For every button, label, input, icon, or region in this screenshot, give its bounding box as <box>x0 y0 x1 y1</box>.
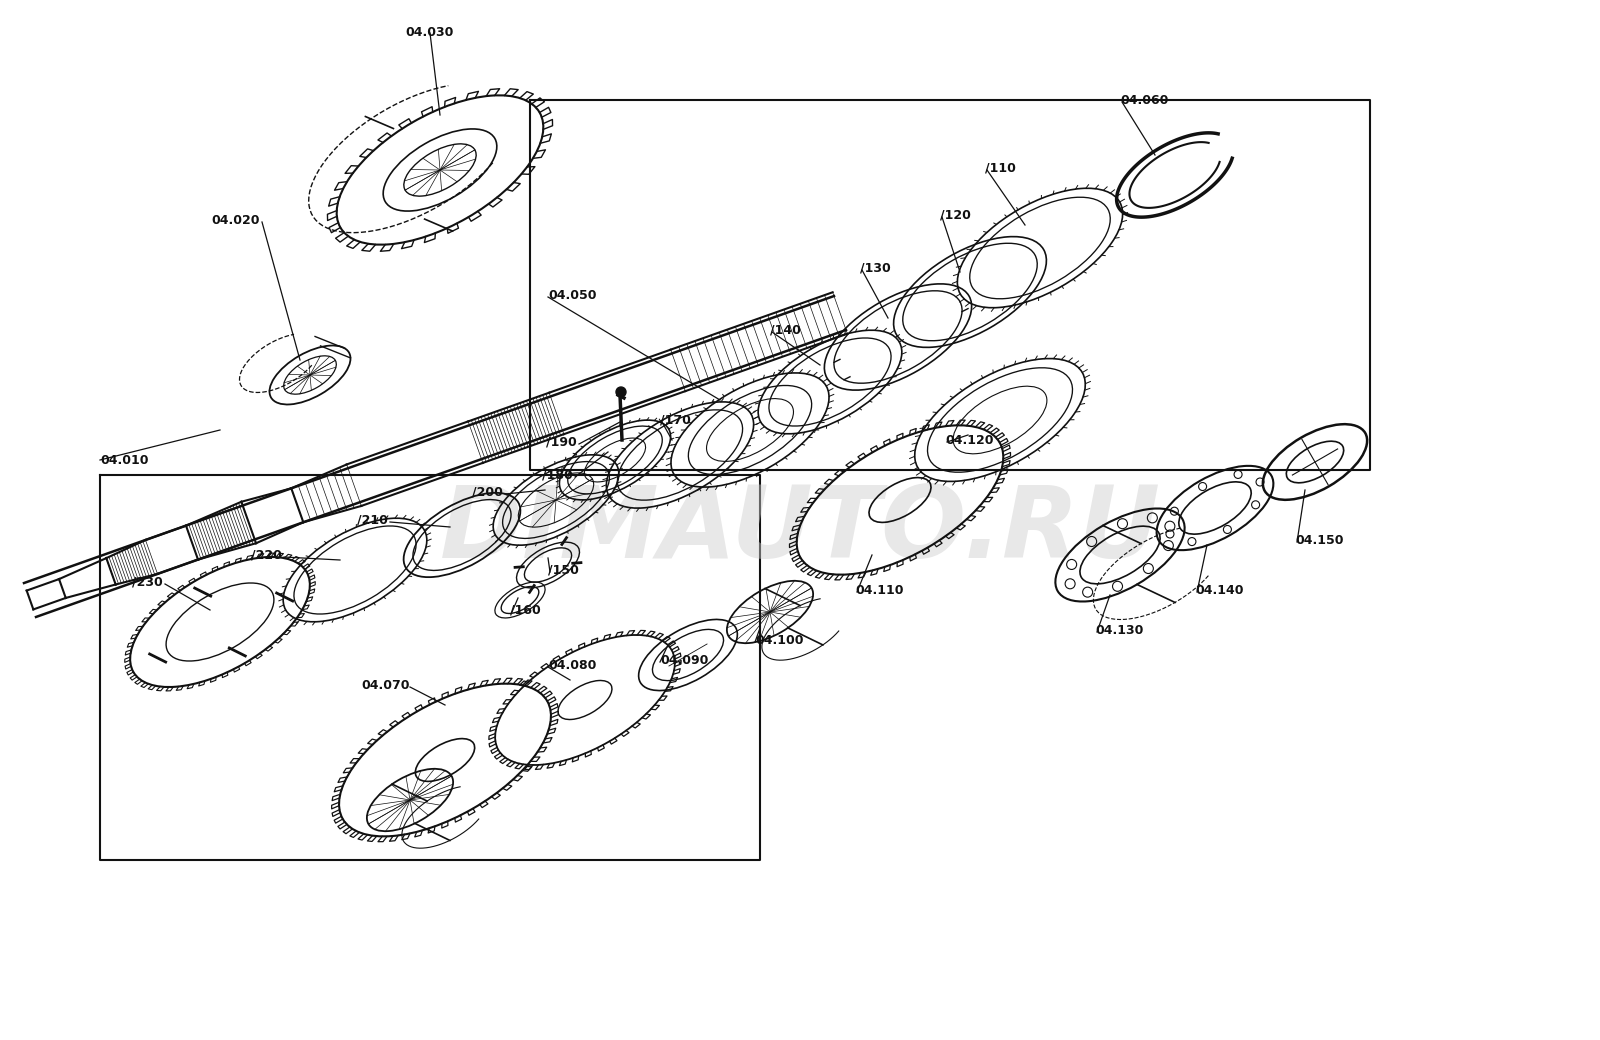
Text: 04.060: 04.060 <box>1120 94 1168 106</box>
Text: /150: /150 <box>549 564 579 576</box>
Text: /110: /110 <box>986 161 1016 175</box>
Text: 04.120: 04.120 <box>946 434 994 446</box>
Text: DIMAUTO.RU: DIMAUTO.RU <box>440 482 1160 578</box>
Text: 04.090: 04.090 <box>661 653 709 667</box>
Text: /180: /180 <box>542 468 573 482</box>
Text: /130: /130 <box>861 261 891 275</box>
Text: /190: /190 <box>546 436 578 448</box>
Text: 04.050: 04.050 <box>549 288 597 302</box>
Circle shape <box>616 387 626 397</box>
Text: 04.150: 04.150 <box>1294 534 1344 546</box>
Text: 04.020: 04.020 <box>211 213 261 227</box>
Text: 04.070: 04.070 <box>362 678 410 692</box>
Text: 04.100: 04.100 <box>755 633 803 647</box>
Text: /220: /220 <box>251 548 282 562</box>
Text: /120: /120 <box>941 208 971 222</box>
Text: /210: /210 <box>357 514 389 526</box>
Text: 04.030: 04.030 <box>406 26 454 38</box>
Text: 04.140: 04.140 <box>1195 583 1243 597</box>
Text: 04.130: 04.130 <box>1094 624 1144 636</box>
Text: /230: /230 <box>133 575 163 589</box>
Text: /140: /140 <box>770 323 802 337</box>
Text: /170: /170 <box>661 414 691 426</box>
Text: 04.110: 04.110 <box>854 583 904 597</box>
Text: /160: /160 <box>510 603 541 617</box>
Text: 04.010: 04.010 <box>101 453 149 467</box>
Text: 04.080: 04.080 <box>549 658 597 672</box>
Text: /200: /200 <box>472 486 502 498</box>
